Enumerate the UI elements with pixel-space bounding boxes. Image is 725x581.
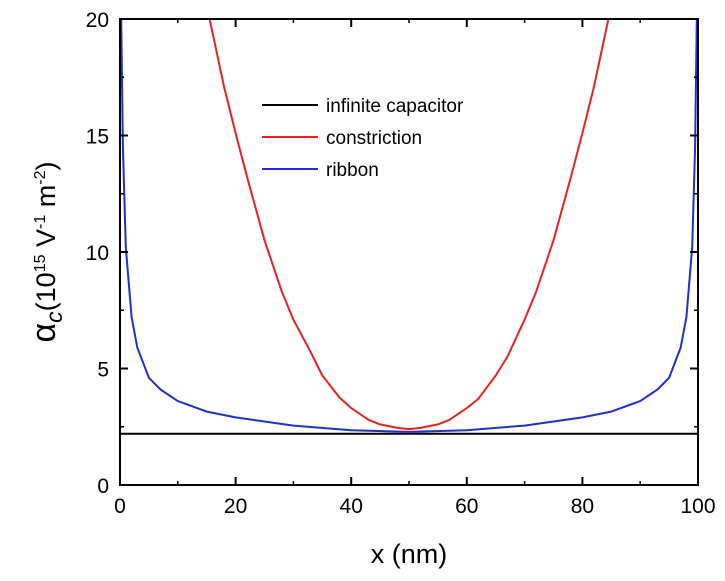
legend: infinite capacitor constriction ribbon [262,96,464,181]
legend-label: infinite capacitor [326,96,464,117]
x-tick-label: 40 [340,495,363,518]
series-layer [120,19,698,435]
legend-label: constriction [326,128,422,149]
y-tick-label: 15 [86,126,109,149]
y-axis-label: αc(1015 V-1 m-2) [25,162,67,343]
series-line-ribbon [120,19,698,433]
y-axis-unit-exp3: -2 [32,170,49,184]
x-tick-label: 0 [114,495,126,518]
x-tick-label: 100 [680,495,715,518]
y-axis-unit-close: ) [31,162,61,171]
x-tick-label: 20 [224,495,247,518]
plot-frame [119,18,699,486]
legend-label: ribbon [326,160,379,181]
y-axis-subscript: c [41,311,67,323]
y-tick-label: 0 [97,475,109,498]
y-axis-symbol: α [25,323,63,343]
y-axis-unit-open: (10 [31,272,61,311]
y-axis-unit-exp2: -1 [32,215,49,229]
y-tick-label: 10 [86,242,109,265]
y-tick-label: 20 [86,9,109,32]
y-axis-unit-mid: V [31,229,61,255]
y-tick-label: 5 [97,359,109,382]
y-axis-unit-mid2: m [31,185,61,215]
x-axis-label: x (nm) [371,539,448,569]
y-axis-unit-exp1: 15 [32,254,49,272]
tick-layer: 0 20 40 60 80 100 0 5 10 15 20 [86,9,716,518]
x-tick-label: 60 [455,495,478,518]
x-tick-label: 80 [571,495,594,518]
series-line-constriction [208,19,610,431]
